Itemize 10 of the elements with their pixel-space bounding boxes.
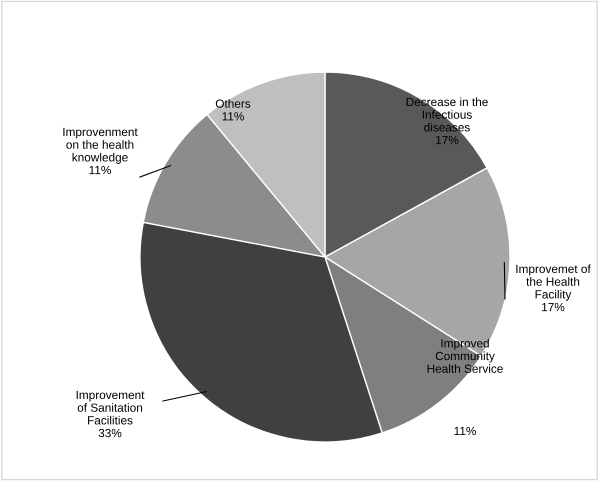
slice-label: Improvemet of the Health Facility (516, 264, 591, 301)
data-label: 33% (98, 428, 122, 438)
slice-label: Others (216, 99, 250, 108)
data-label: 11% (90, 166, 111, 174)
slice-label: Improvenment on the health knowledge (63, 128, 138, 164)
data-label: 17% (542, 302, 564, 312)
slice-label: Improvement of Sanitation Facilities (76, 390, 144, 425)
data-label: 17% (436, 136, 458, 144)
data-label: 11% (454, 426, 476, 436)
data-label: 11% (222, 112, 244, 120)
